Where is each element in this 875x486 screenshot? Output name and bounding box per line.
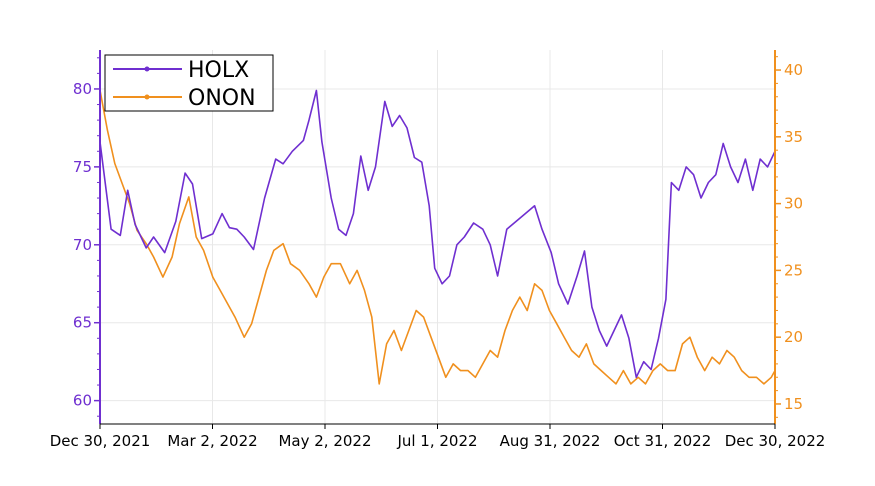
- x-tick-label: Oct 31, 2022: [614, 432, 712, 450]
- y-right-tick-label: 40: [784, 61, 803, 79]
- legend-box: [104, 54, 274, 112]
- legend-marker-holx: [144, 66, 150, 72]
- y-left-tick-label: 70: [73, 236, 92, 254]
- axes: Dec 30, 2021 Mar 2, 2022 May 2, 2022 Jul 1,…: [50, 50, 826, 450]
- x-tick-label: May 2, 2022: [278, 432, 371, 450]
- y-right-tick-label: 35: [784, 128, 803, 146]
- x-tick-label: Aug 31, 2022: [500, 432, 601, 450]
- x-tick-label: Jul 1, 2022: [396, 432, 477, 450]
- legend-marker-onon: [144, 94, 150, 100]
- y-right-tick-label: 20: [784, 328, 803, 346]
- legend-label-holx: HOLX: [188, 58, 249, 83]
- y-right-tick-label: 30: [784, 195, 803, 213]
- y-left-tick-label: 75: [73, 158, 92, 176]
- grid-lines: [99, 50, 776, 424]
- y-left-tick-label: 60: [73, 392, 92, 410]
- series-line-holx: [99, 89, 776, 379]
- x-tick-label: Dec 30, 2021: [50, 432, 151, 450]
- y-left-tick-label: 80: [73, 80, 92, 98]
- legend-label-onon: ONON: [188, 86, 256, 111]
- y-right-tick-label: 15: [784, 395, 803, 413]
- legend: HOLX ONON: [104, 54, 274, 112]
- series-lines: [99, 89, 776, 385]
- y-right-tick-label: 25: [784, 261, 803, 279]
- y-left-tick-label: 65: [73, 314, 92, 332]
- x-tick-label: Mar 2, 2022: [167, 432, 257, 450]
- series-line-onon: [99, 89, 776, 385]
- x-tick-label: Dec 30, 2022: [725, 432, 826, 450]
